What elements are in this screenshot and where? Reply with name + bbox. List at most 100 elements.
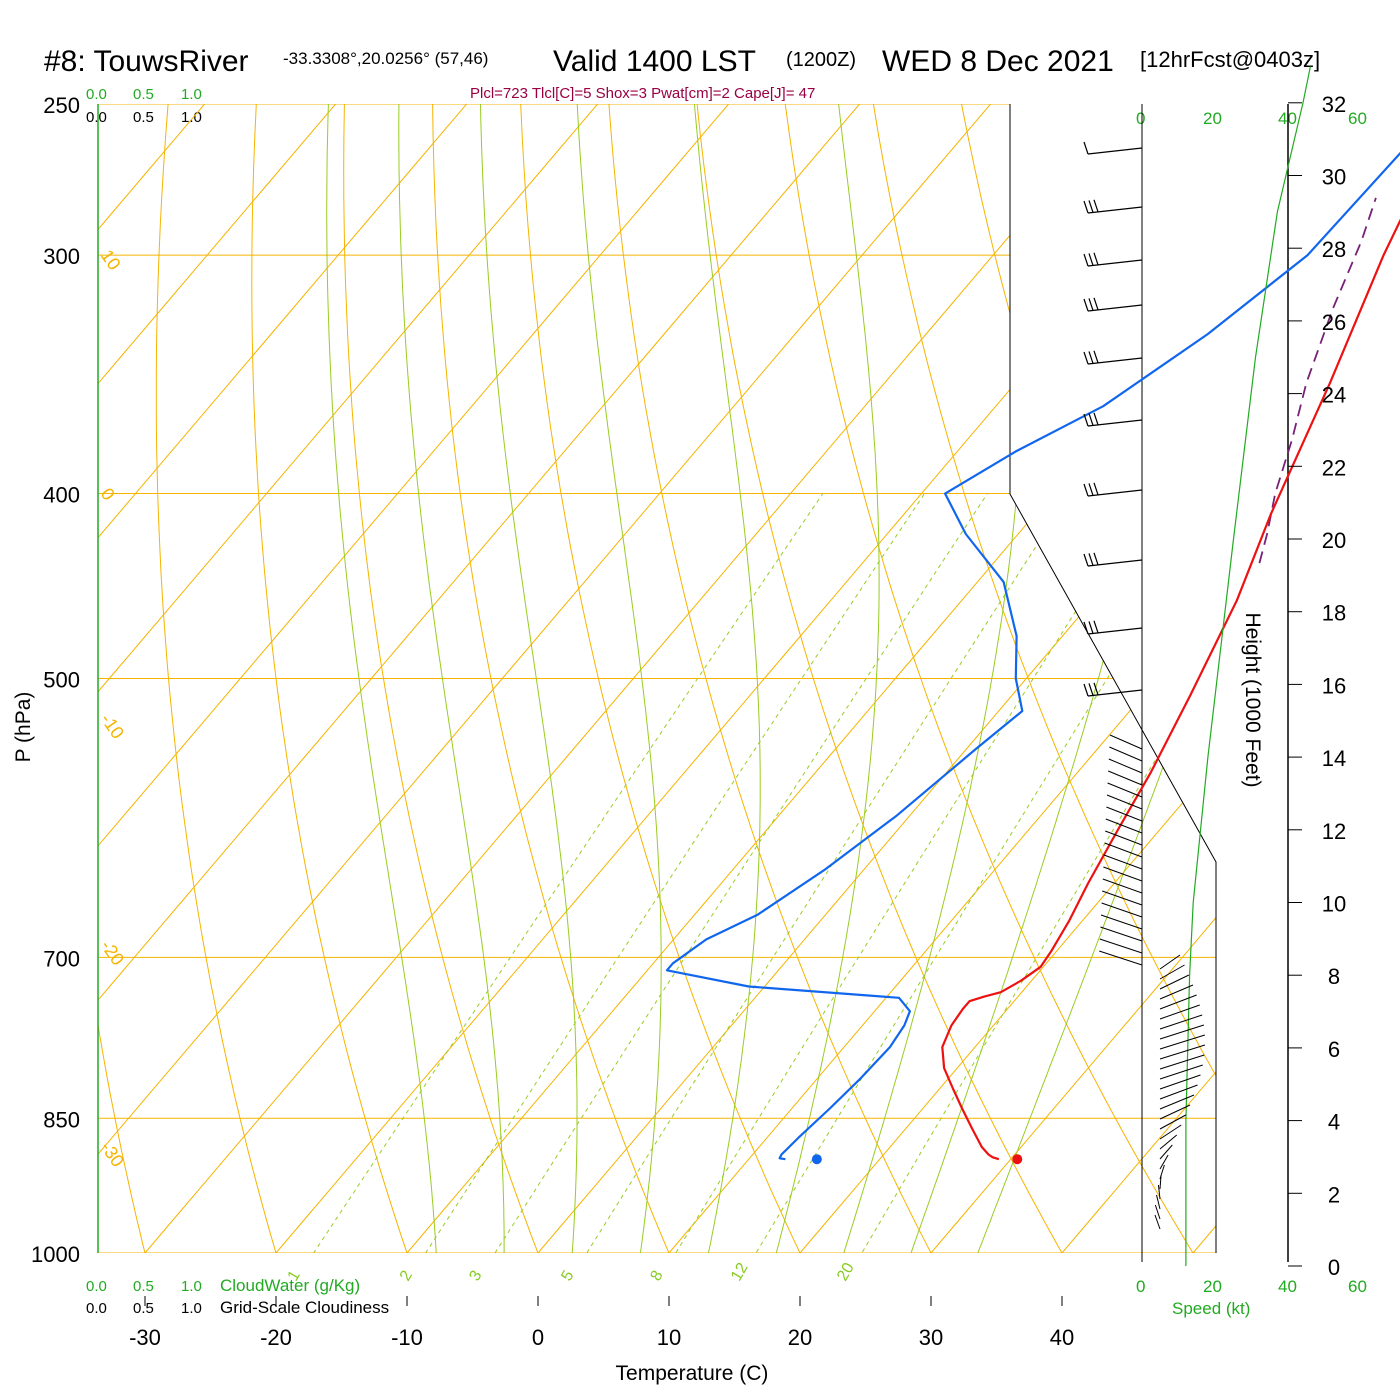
dry-adiabat-line xyxy=(600,104,953,1253)
wind-barb-staff xyxy=(1087,489,1143,497)
wind-barb-staff xyxy=(1159,954,1181,970)
cloudiness-label: Grid-Scale Cloudiness xyxy=(220,1298,389,1317)
x-tick-label: 10 xyxy=(657,1325,681,1350)
moist-adiabat-line xyxy=(326,104,439,1253)
x-tick-label: 30 xyxy=(919,1325,943,1350)
dry-adiabat-line xyxy=(766,104,1216,1253)
dry-adiabat-line xyxy=(1263,0,1400,1293)
wind-barb-staff xyxy=(1159,1084,1198,1100)
wind-barb-flag xyxy=(1083,253,1089,267)
mixing-ratio-label: 5 xyxy=(558,1268,577,1284)
isotherm-line xyxy=(98,104,991,1253)
height-tick-label: 18 xyxy=(1322,601,1346,626)
cloudiness-tick: 0.0 xyxy=(86,109,107,126)
wind-barb-staff xyxy=(1154,1214,1161,1230)
wind-barb-flag xyxy=(1093,252,1099,265)
speed-tick: 20 xyxy=(1203,1277,1222,1296)
cloudwater-tick: 1.0 xyxy=(181,86,202,103)
stability-indices: Plcl=723 Tlcl[C]=5 Shox=3 Pwat[cm]=2 Cap… xyxy=(470,85,815,102)
x-tick-label: -10 xyxy=(391,1325,423,1350)
axis-ticks: -30 -20 -10 0 10 20 30 402503004005007008501000… xyxy=(31,92,1346,1350)
mixing-ratio-line xyxy=(731,493,1216,1253)
dry-adiabat-line xyxy=(155,104,289,1253)
wind-barb-staff xyxy=(1159,1114,1186,1130)
moist-adiabat-line xyxy=(576,104,662,1253)
wind-barb-staff xyxy=(1099,938,1143,954)
isotherm-line xyxy=(537,104,1216,1253)
pressure-tick-label: 400 xyxy=(43,483,80,508)
wind-barb-flag xyxy=(1088,200,1094,213)
wind-barb-staff xyxy=(1099,950,1143,966)
wind-barb-staff xyxy=(1159,1154,1169,1170)
wind-barb-staff xyxy=(1159,1004,1200,1020)
cloudwater-tick: 0.0 xyxy=(86,1278,107,1295)
height-tick-label: 6 xyxy=(1328,1037,1340,1062)
wind-barb-staff xyxy=(1105,830,1143,846)
dry-adiabat-line xyxy=(517,104,820,1253)
speed-scale-bottom: 0 20 40 60 Speed (kt) xyxy=(1136,1277,1367,1318)
mixing-ratio-line xyxy=(398,493,925,1253)
wind-barb-staff xyxy=(1159,964,1185,980)
wind-barb-flag xyxy=(1083,483,1089,497)
isotherm-line xyxy=(98,104,860,1253)
isotherm-line xyxy=(799,104,1216,1253)
sounding-profiles xyxy=(665,66,1400,1266)
wind-barb-staff xyxy=(1087,259,1143,267)
plot-right-boundary xyxy=(1009,104,1217,1253)
isotherm-line xyxy=(98,104,467,1253)
cloudwater-tick: 0.5 xyxy=(133,1278,154,1295)
utc-time: (1200Z) xyxy=(786,49,856,71)
wind-barb-flag xyxy=(1088,351,1094,364)
wind-barb-flag xyxy=(1093,412,1099,425)
wind-barb-staff xyxy=(1159,1044,1206,1060)
cloudwater-scale-bottom: 0.0 0.5 1.0 CloudWater (g/Kg) 0.0 0.5 1.… xyxy=(86,1276,389,1317)
temperature-line xyxy=(941,218,1400,1161)
wind-barb-staff xyxy=(1087,419,1143,427)
wind-barb-staff xyxy=(1159,1124,1182,1140)
height-tick-label: 4 xyxy=(1328,1110,1340,1135)
dry-adiabat-line xyxy=(343,104,555,1253)
dewpoint-line xyxy=(665,151,1400,1161)
mixing-ratio-label: 12 xyxy=(728,1260,752,1284)
dry-adiabat-line xyxy=(848,104,1216,1253)
dry-adiabat-line xyxy=(683,104,1086,1253)
isotherm-line xyxy=(1192,104,1216,1253)
height-tick-label: 2 xyxy=(1328,1182,1340,1207)
wind-barb-staff xyxy=(1087,559,1143,567)
mixing-ratio-label: 3 xyxy=(466,1268,485,1284)
wind-barb-staff xyxy=(1159,1034,1205,1050)
isotherm-line xyxy=(144,104,1123,1253)
cloudiness-tick: 0.5 xyxy=(133,109,154,126)
mixing-ratio-label: 8 xyxy=(648,1268,667,1284)
height-profile-line xyxy=(1185,66,1311,1266)
pressure-tick-label: 1000 xyxy=(31,1242,80,1267)
speed-tick: 20 xyxy=(1203,109,1222,128)
wind-barb-staff xyxy=(1159,974,1190,990)
wind-barb-flag xyxy=(1093,552,1099,565)
dry-adiabat-label: 10 xyxy=(97,246,125,274)
wind-barb-staff xyxy=(1109,746,1143,762)
mixing-ratio-label: 20 xyxy=(834,1260,858,1284)
wind-barb-staff xyxy=(1159,994,1197,1010)
wind-barb-staff xyxy=(1159,1094,1195,1110)
wind-barb-staff xyxy=(1109,734,1143,750)
mixing-ratio-line xyxy=(650,493,1151,1253)
station-coords: -33.3308°,20.0256° (57,46) xyxy=(283,49,488,68)
pressure-tick-label: 500 xyxy=(43,668,80,693)
wind-barb-flag xyxy=(1083,298,1089,312)
speed-tick: 60 xyxy=(1348,109,1367,128)
wind-barb-staff xyxy=(1108,758,1143,774)
pressure-tick-label: 300 xyxy=(43,244,80,269)
wind-barb-flag xyxy=(1093,199,1099,212)
wind-barb-flag xyxy=(1088,298,1094,311)
mixing-ratio-line xyxy=(286,493,824,1253)
isotherm-line xyxy=(98,104,598,1253)
wind-barb-flag xyxy=(1083,200,1089,214)
wind-barb-staff xyxy=(1106,794,1143,810)
mixing-ratio-label: 2 xyxy=(397,1268,416,1284)
wind-barb-staff xyxy=(1159,1054,1205,1070)
height-tick-label: 0 xyxy=(1328,1255,1340,1280)
wind-barb-flag xyxy=(1093,482,1099,495)
